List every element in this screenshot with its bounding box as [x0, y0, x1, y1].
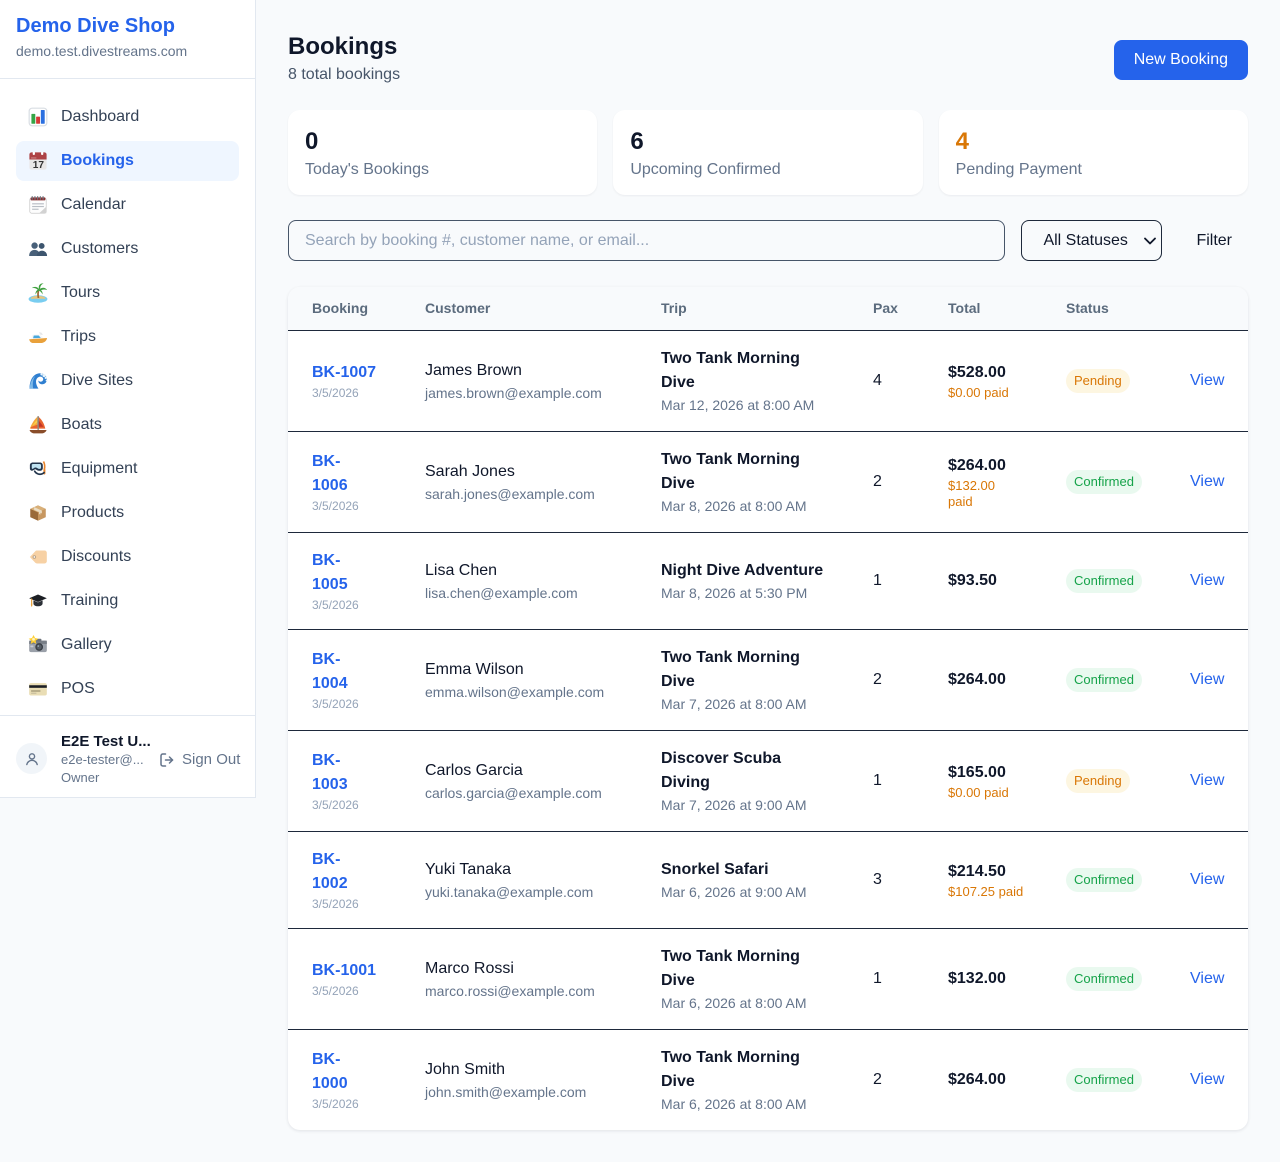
svg-text:17: 17: [33, 160, 45, 171]
